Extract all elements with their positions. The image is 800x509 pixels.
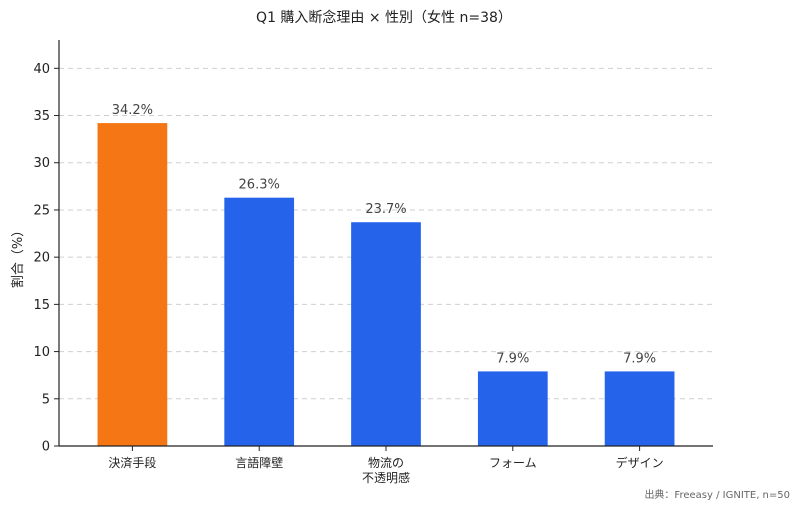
chart-title: Q1 購入断念理由 × 性別（女性 n=38） (256, 9, 512, 26)
y-tick-label: 40 (33, 62, 50, 77)
y-tick-label: 30 (33, 156, 50, 171)
x-tick-labels: 決済手段 言語障壁 物流の不透明感 フォーム デザイン (108, 455, 663, 485)
y-tick-label: 25 (33, 203, 50, 218)
data-label: 34.2% (112, 103, 153, 118)
y-tick-labels: 0 5 10 15 20 25 30 35 40 (33, 62, 59, 455)
y-tick-label: 15 (33, 298, 50, 313)
y-tick-label: 20 (33, 251, 50, 266)
data-labels: 34.2% 26.3% 23.7% 7.9% 7.9% (112, 103, 656, 366)
data-label: 7.9% (496, 351, 529, 366)
bar (224, 197, 295, 446)
source-note: 出典：Freeasy / IGNITE, n=50 (644, 488, 790, 501)
bar (477, 371, 548, 446)
data-label: 26.3% (239, 178, 280, 193)
y-tick-label: 35 (33, 109, 50, 124)
y-tick-label: 5 (42, 392, 50, 407)
bar (97, 123, 168, 446)
y-tick-label: 0 (42, 440, 50, 455)
y-axis-label: 割合（%） (10, 224, 26, 288)
data-label: 7.9% (623, 351, 656, 366)
x-tick-label: 物流の不透明感 (362, 456, 410, 485)
bars (97, 123, 675, 451)
x-tick-label: 言語障壁 (235, 455, 283, 470)
bar (604, 371, 675, 446)
bar (351, 222, 421, 446)
data-label: 23.7% (365, 202, 406, 217)
x-tick-label: デザイン (616, 455, 664, 470)
x-tick-label: 決済手段 (108, 455, 156, 470)
y-tick-label: 10 (33, 345, 50, 360)
x-tick-label: フォーム (489, 456, 537, 470)
